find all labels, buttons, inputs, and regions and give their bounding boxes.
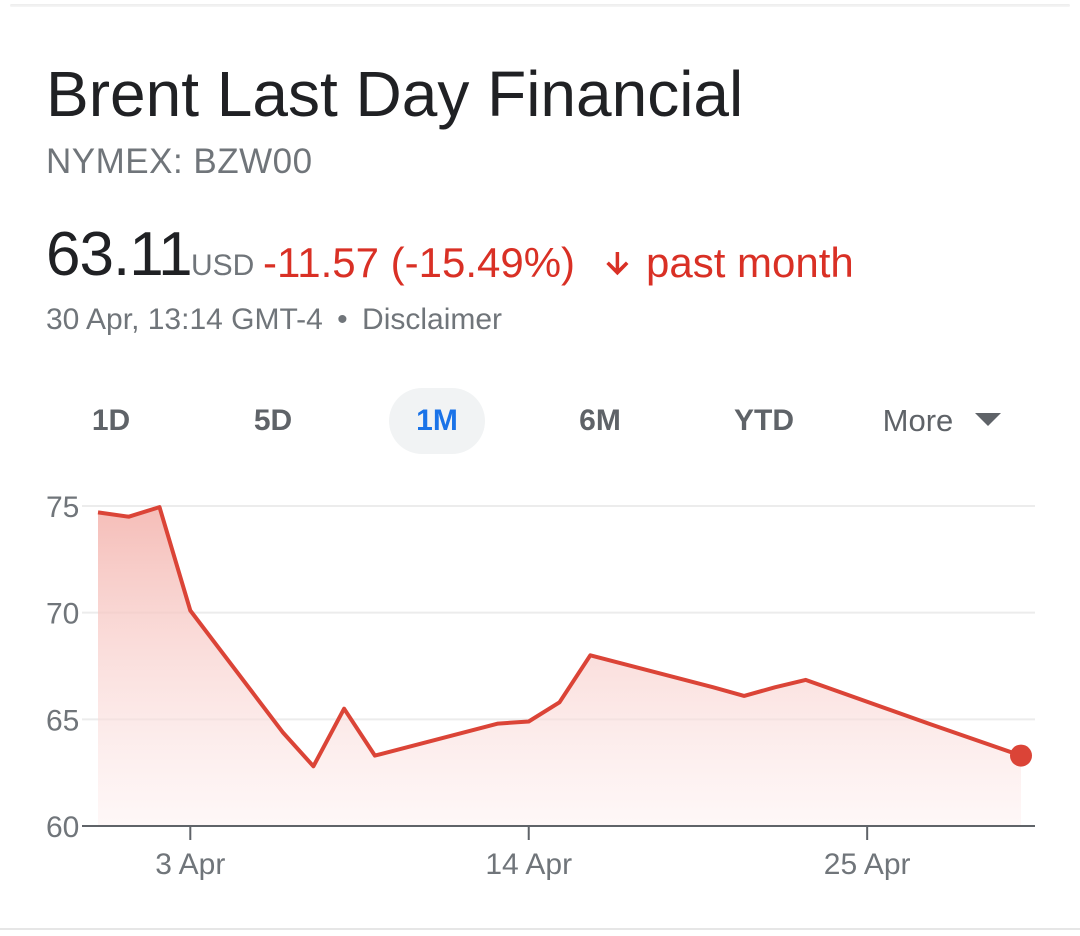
price-chart: 60 65 70 75 3 Apr 14 Apr 25 Apr [46, 491, 1035, 881]
bottom-divider [0, 928, 1080, 930]
price-area-fill [98, 507, 1021, 826]
instrument-title: Brent Last Day Financial [46, 58, 744, 130]
top-divider [10, 4, 1070, 7]
price-points [95, 504, 1032, 769]
price-point [926, 721, 932, 727]
tab-1m[interactable]: 1M [389, 388, 485, 454]
tab-5d[interactable]: 5D [253, 404, 293, 437]
y-axis-ticks: 60 65 70 75 [46, 491, 79, 844]
arrow-down-icon [606, 252, 629, 276]
price-point [587, 652, 593, 658]
tab-ytd[interactable]: YTD [734, 404, 794, 437]
price-point [280, 729, 286, 735]
y-tick-label: 65 [46, 704, 79, 737]
price-point [710, 684, 716, 690]
y-tick-label: 70 [46, 598, 79, 631]
quote-meta: 30 Apr, 13:14 GMT-4 • Disclaimer [46, 302, 502, 338]
price-point [557, 699, 563, 705]
price-point [157, 504, 163, 510]
disclaimer-link[interactable]: Disclaimer [362, 303, 503, 336]
change-period: past month [646, 239, 854, 286]
x-tick-label: 14 Apr [485, 848, 572, 881]
price-point [772, 684, 778, 690]
more-label: More [882, 403, 954, 438]
price-point [526, 719, 532, 725]
price-point [95, 509, 101, 515]
last-price-marker [1010, 744, 1032, 767]
price-point [341, 706, 347, 712]
price-point [803, 677, 809, 683]
y-tick-label: 75 [46, 491, 79, 524]
price-point [495, 721, 501, 727]
y-tick-label: 60 [46, 811, 79, 844]
price-point [187, 608, 193, 614]
ticker-symbol: NYMEX: BZW00 [46, 142, 313, 181]
range-tabs: 1D 5D 1M 6M YTD More [0, 388, 1080, 454]
currency-code: USD [191, 249, 255, 282]
x-axis: 3 Apr 14 Apr 25 Apr [82, 825, 1035, 881]
x-tick-label: 25 Apr [824, 848, 911, 881]
price-change: -11.57 (-15.49%) [263, 239, 576, 286]
price-point [372, 753, 378, 759]
current-price: 63.11 [46, 220, 193, 289]
tab-6m[interactable]: 6M [579, 404, 621, 437]
price-point [741, 693, 747, 699]
more-dropdown[interactable]: More [862, 388, 1022, 454]
chevron-down-icon [975, 413, 1002, 427]
meta-separator: • [337, 303, 348, 336]
price-point [126, 514, 132, 520]
quote-timestamp: 30 Apr, 13:14 GMT-4 [46, 303, 323, 336]
price-line [97, 505, 1022, 769]
tab-1d[interactable]: 1D [91, 404, 131, 437]
x-tick-label: 3 Apr [155, 848, 225, 881]
price-point [310, 763, 316, 769]
